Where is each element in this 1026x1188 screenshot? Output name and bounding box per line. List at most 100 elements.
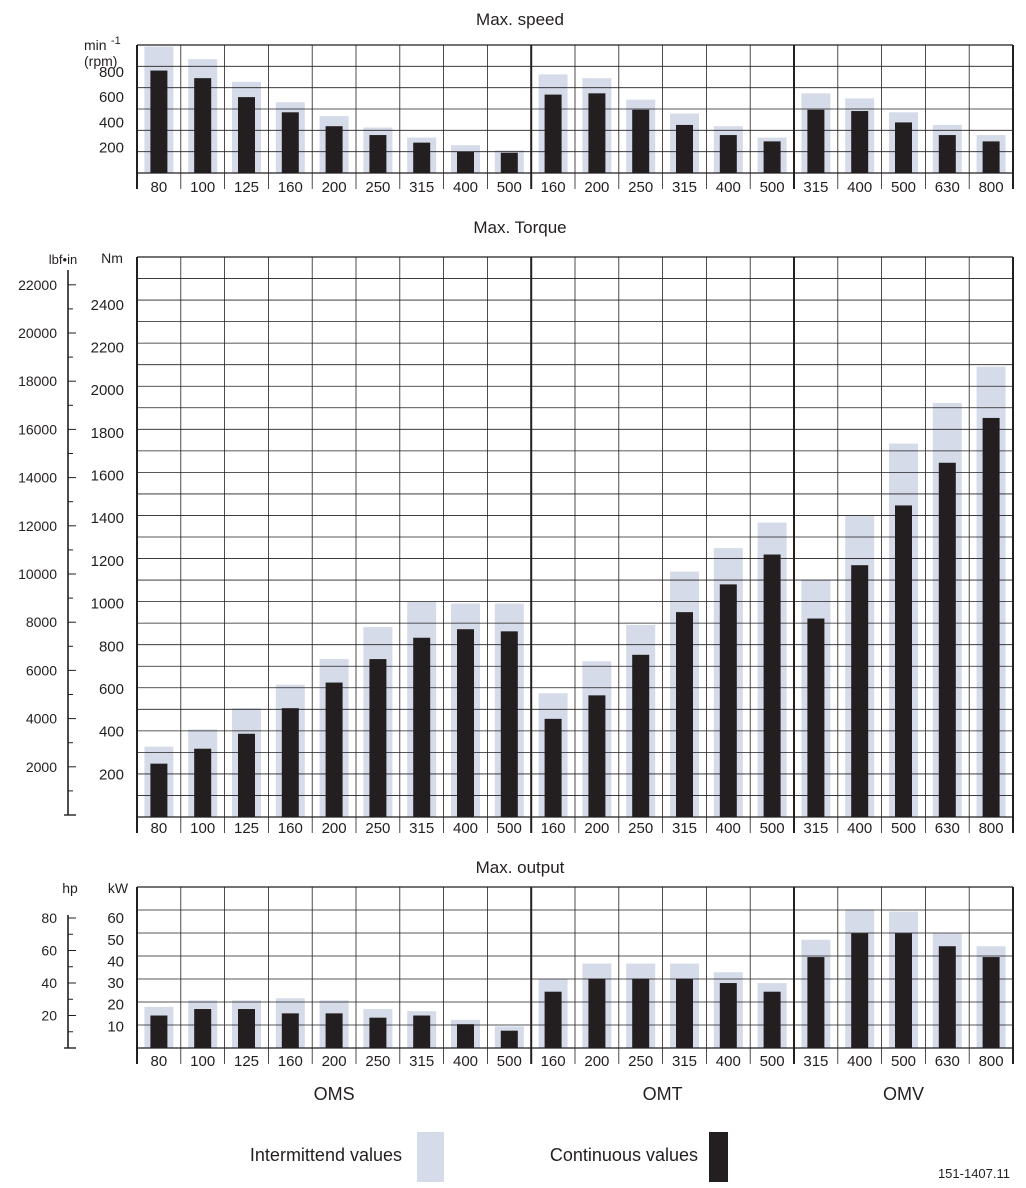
category-tick-label: 315 xyxy=(672,1053,697,1070)
category-tick-label: 125 xyxy=(234,820,259,837)
secondary-y-tick-label: 14000 xyxy=(18,470,57,486)
category-tick-label: 125 xyxy=(234,179,259,196)
category-tick-label: 200 xyxy=(322,1053,347,1070)
continuous-bar xyxy=(719,584,737,817)
continuous-bar xyxy=(982,417,1000,817)
category-tick-label: 250 xyxy=(365,179,390,196)
continuous-bar xyxy=(281,112,299,173)
continuous-bar xyxy=(544,94,562,173)
secondary-y-tick-label: 40 xyxy=(41,975,57,991)
category-tick-label: 200 xyxy=(584,820,609,837)
continuous-bar xyxy=(413,637,431,817)
category-tick-label: 250 xyxy=(365,1053,390,1070)
panel-title: Max. Torque xyxy=(473,218,566,237)
category-tick-label: 125 xyxy=(234,1053,259,1070)
continuous-bar xyxy=(194,1009,212,1048)
category-tick-label: 630 xyxy=(935,179,960,196)
category-tick-label: 500 xyxy=(497,1053,522,1070)
continuous-bar xyxy=(938,135,956,173)
ylabel-torque-nm: Nm xyxy=(101,250,123,266)
continuous-bar xyxy=(194,748,212,817)
category-tick-label: 500 xyxy=(760,179,785,196)
y-tick-label: 600 xyxy=(99,89,124,106)
secondary-y-tick-label: 12000 xyxy=(18,518,57,534)
category-tick-label: 500 xyxy=(891,1053,916,1070)
y-tick-label: 1200 xyxy=(91,553,124,570)
category-tick-label: 80 xyxy=(151,179,168,196)
category-tick-label: 80 xyxy=(151,820,168,837)
y-tick-label: 2400 xyxy=(91,297,124,314)
figure-code: 151-1407.11 xyxy=(938,1166,1010,1181)
category-tick-label: 500 xyxy=(760,820,785,837)
category-tick-label: 250 xyxy=(365,820,390,837)
continuous-bar xyxy=(938,946,956,1048)
secondary-y-tick-label: 60 xyxy=(41,943,57,959)
continuous-bar xyxy=(369,1017,387,1048)
continuous-bar xyxy=(807,109,825,173)
category-tick-label: 100 xyxy=(190,1053,215,1070)
y-tick-label: 200 xyxy=(99,140,124,157)
category-tick-label: 315 xyxy=(409,820,434,837)
category-tick-label: 160 xyxy=(541,179,566,196)
y-tick-label: 50 xyxy=(107,932,124,949)
continuous-bar xyxy=(238,97,255,173)
y-tick-label: 400 xyxy=(99,724,124,741)
category-tick-label: 315 xyxy=(803,820,828,837)
y-tick-label: 2200 xyxy=(91,340,124,357)
y-tick-label: 1800 xyxy=(91,425,124,442)
category-tick-label: 315 xyxy=(672,179,697,196)
legend-intermittent-swatch xyxy=(417,1132,444,1182)
group-label: OMT xyxy=(643,1084,683,1104)
category-tick-label: 315 xyxy=(803,1053,828,1070)
secondary-y-tick-label: 20000 xyxy=(18,325,57,341)
category-tick-label: 250 xyxy=(628,1053,653,1070)
secondary-y-tick-label: 16000 xyxy=(18,421,57,437)
continuous-bar xyxy=(238,1009,255,1048)
y-tick-label: 20 xyxy=(107,997,124,1014)
category-tick-label: 250 xyxy=(628,179,653,196)
category-tick-label: 800 xyxy=(979,179,1004,196)
category-tick-label: 160 xyxy=(278,820,303,837)
y-tick-label: 800 xyxy=(99,64,124,81)
category-tick-label: 400 xyxy=(847,820,872,837)
category-tick-label: 400 xyxy=(716,1053,741,1070)
continuous-bar xyxy=(676,978,693,1048)
secondary-y-tick-label: 18000 xyxy=(18,373,57,389)
group-label: OMS xyxy=(314,1084,355,1104)
y-tick-label: 400 xyxy=(99,114,124,131)
category-tick-label: 630 xyxy=(935,820,960,837)
category-tick-label: 630 xyxy=(935,1053,960,1070)
category-tick-label: 160 xyxy=(541,1053,566,1070)
continuous-bar xyxy=(588,93,606,173)
continuous-bar xyxy=(325,1013,343,1048)
legend-intermittent-label: Intermittend values xyxy=(250,1145,402,1165)
continuous-bar xyxy=(676,612,693,817)
continuous-bar xyxy=(588,695,606,817)
ylabel-output-kw: kW xyxy=(108,880,129,896)
category-tick-label: 500 xyxy=(891,820,916,837)
y-tick-label: 10 xyxy=(107,1018,124,1035)
category-tick-label: 315 xyxy=(672,820,697,837)
continuous-bar xyxy=(150,1015,168,1048)
panel-title: Max. output xyxy=(476,858,565,877)
y-tick-label: 600 xyxy=(99,681,124,698)
continuous-bar xyxy=(457,629,474,817)
continuous-bar xyxy=(807,957,825,1048)
continuous-bar xyxy=(938,462,956,817)
category-tick-label: 500 xyxy=(760,1053,785,1070)
continuous-bar xyxy=(763,554,781,817)
y-tick-label: 30 xyxy=(107,975,124,992)
continuous-bar xyxy=(632,978,650,1048)
continuous-bar xyxy=(851,933,869,1048)
continuous-bar xyxy=(982,957,1000,1048)
continuous-bar xyxy=(413,1015,431,1048)
secondary-y-tick-label: 20 xyxy=(41,1008,57,1024)
category-tick-label: 400 xyxy=(453,820,478,837)
continuous-bar xyxy=(500,152,518,173)
continuous-bar xyxy=(763,991,781,1048)
category-tick-label: 250 xyxy=(628,820,653,837)
category-tick-label: 800 xyxy=(979,820,1004,837)
category-tick-label: 200 xyxy=(584,179,609,196)
continuous-bar xyxy=(807,618,825,817)
